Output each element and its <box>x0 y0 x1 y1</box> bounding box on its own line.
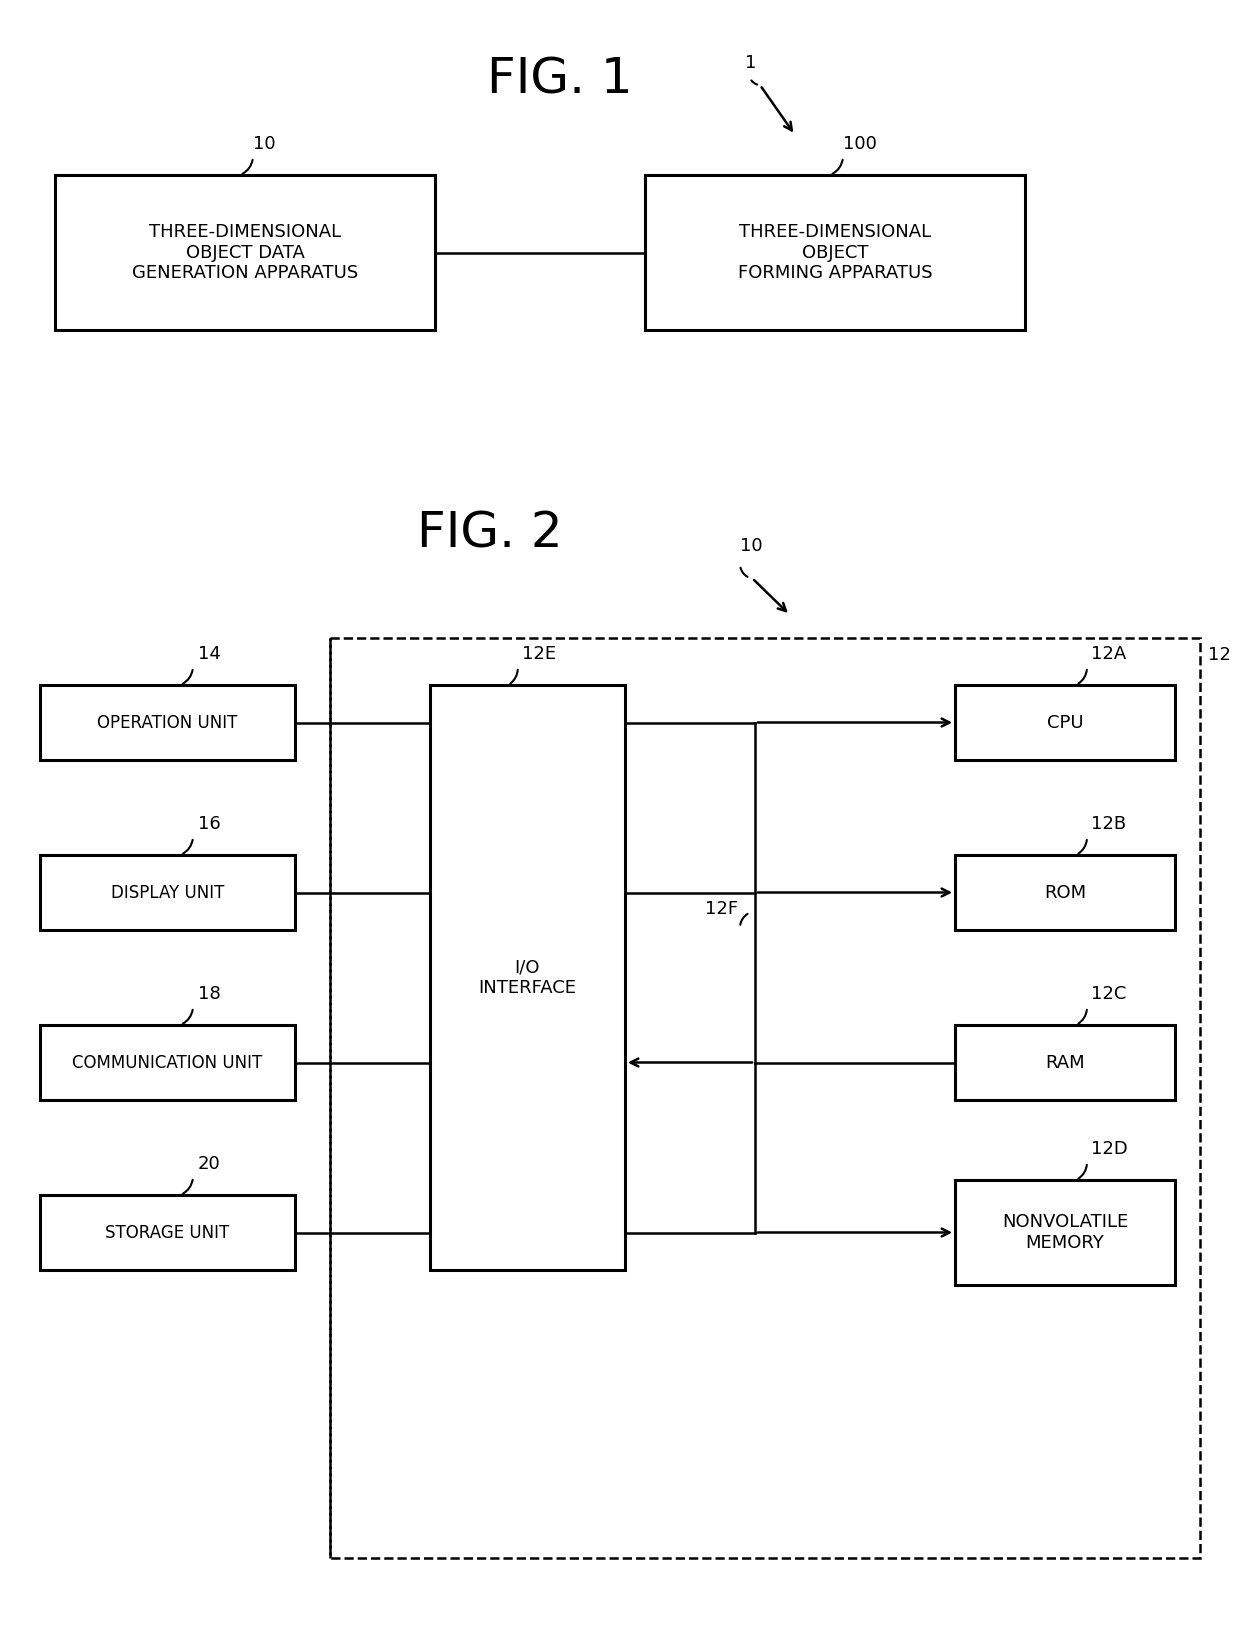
Text: 10: 10 <box>253 134 275 152</box>
Bar <box>40 1025 295 1100</box>
Text: 18: 18 <box>198 985 221 1003</box>
Text: RAM: RAM <box>1045 1054 1085 1072</box>
Text: OPERATION UNIT: OPERATION UNIT <box>97 714 238 732</box>
Bar <box>955 855 1176 930</box>
Bar <box>40 1195 295 1270</box>
Text: 20: 20 <box>198 1156 221 1174</box>
Text: DISPLAY UNIT: DISPLAY UNIT <box>110 884 224 902</box>
Bar <box>955 684 1176 760</box>
Text: 14: 14 <box>198 645 221 663</box>
Text: 12C: 12C <box>1091 985 1127 1003</box>
Bar <box>55 175 435 331</box>
Text: STORAGE UNIT: STORAGE UNIT <box>105 1223 229 1241</box>
Text: 10: 10 <box>740 537 763 555</box>
Text: 12A: 12A <box>1091 645 1127 663</box>
Bar <box>645 175 1025 331</box>
Text: I/O
INTERFACE: I/O INTERFACE <box>479 958 577 997</box>
Text: 1: 1 <box>745 54 756 72</box>
Text: COMMUNICATION UNIT: COMMUNICATION UNIT <box>72 1054 263 1072</box>
Bar <box>430 684 625 1270</box>
Text: ROM: ROM <box>1044 884 1086 902</box>
Bar <box>40 684 295 760</box>
Text: 12D: 12D <box>1091 1139 1128 1157</box>
Bar <box>40 855 295 930</box>
Text: 100: 100 <box>843 134 877 152</box>
Text: 16: 16 <box>198 815 221 833</box>
Text: THREE-DIMENSIONAL
OBJECT DATA
GENERATION APPARATUS: THREE-DIMENSIONAL OBJECT DATA GENERATION… <box>131 223 358 282</box>
Bar <box>955 1025 1176 1100</box>
Text: NONVOLATILE
MEMORY: NONVOLATILE MEMORY <box>1002 1213 1128 1252</box>
Bar <box>330 638 1200 1558</box>
Text: 12E: 12E <box>522 645 556 663</box>
Text: FIG. 2: FIG. 2 <box>417 511 563 558</box>
Text: THREE-DIMENSIONAL
OBJECT
FORMING APPARATUS: THREE-DIMENSIONAL OBJECT FORMING APPARAT… <box>738 223 932 282</box>
Text: 12B: 12B <box>1091 815 1126 833</box>
Bar <box>955 1180 1176 1285</box>
Text: FIG. 1: FIG. 1 <box>487 56 632 103</box>
Text: 12: 12 <box>1208 647 1231 665</box>
Text: CPU: CPU <box>1047 714 1084 732</box>
Text: 12F: 12F <box>706 899 738 917</box>
